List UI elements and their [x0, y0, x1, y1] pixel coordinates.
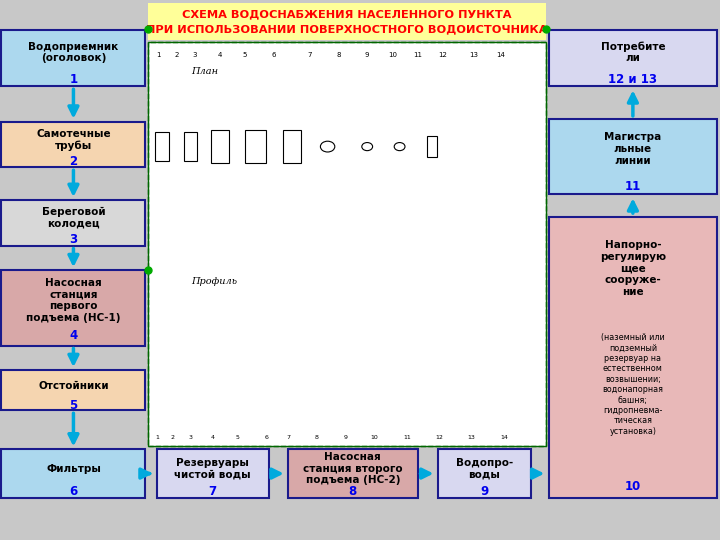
Text: 9: 9 — [343, 435, 348, 440]
Circle shape — [362, 143, 373, 151]
FancyBboxPatch shape — [426, 136, 438, 157]
Text: 8: 8 — [315, 435, 319, 440]
Text: 11: 11 — [413, 52, 422, 58]
Text: 13: 13 — [468, 435, 475, 440]
Text: 1: 1 — [156, 52, 161, 58]
Text: 9: 9 — [480, 485, 489, 498]
FancyBboxPatch shape — [325, 386, 337, 408]
Text: 9: 9 — [365, 52, 369, 58]
Text: (наземный или
подземный
резервуар на
естественном
возвышении;
водонапорная
башня: (наземный или подземный резервуар на ест… — [601, 333, 665, 436]
Text: 1: 1 — [69, 72, 78, 85]
Text: 6: 6 — [271, 52, 276, 58]
Text: 10: 10 — [625, 480, 641, 493]
Text: 4: 4 — [217, 52, 222, 58]
Text: Самотечные
трубы: Самотечные трубы — [36, 129, 111, 151]
Text: 3: 3 — [189, 435, 193, 440]
FancyBboxPatch shape — [245, 130, 266, 163]
Text: 12 и 13: 12 и 13 — [608, 72, 657, 85]
FancyBboxPatch shape — [491, 381, 517, 402]
FancyBboxPatch shape — [549, 119, 717, 194]
Text: Профиль: Профиль — [191, 277, 237, 286]
Text: 5: 5 — [235, 435, 240, 440]
Text: 8: 8 — [348, 485, 357, 498]
Text: Водоприемник
(оголовок): Водоприемник (оголовок) — [28, 42, 119, 63]
Text: 7: 7 — [307, 52, 312, 58]
Text: 14: 14 — [496, 52, 505, 58]
Text: 10: 10 — [371, 435, 378, 440]
Text: 13: 13 — [469, 52, 478, 58]
Text: 11: 11 — [403, 435, 410, 440]
Text: 6: 6 — [264, 435, 269, 440]
FancyBboxPatch shape — [1, 449, 145, 498]
FancyBboxPatch shape — [1, 122, 145, 167]
Text: Напорно-
регулирую
щее
сооруже-
ние: Напорно- регулирую щее сооруже- ние — [600, 240, 666, 296]
Text: 3: 3 — [69, 233, 78, 246]
FancyBboxPatch shape — [1, 200, 145, 246]
Text: 7: 7 — [209, 485, 217, 498]
Text: Насосная
станция
первого
подъема (НС-1): Насосная станция первого подъема (НС-1) — [26, 278, 121, 322]
Text: Водопро-
воды: Водопро- воды — [456, 458, 513, 480]
Text: 7: 7 — [286, 435, 290, 440]
Text: Магистра
льные
линии: Магистра льные линии — [604, 132, 662, 166]
Text: Насосная
станция второго
подъема (НС-2): Насосная станция второго подъема (НС-2) — [303, 452, 402, 485]
Text: 6: 6 — [69, 485, 78, 498]
Circle shape — [320, 141, 335, 152]
Text: План: План — [191, 67, 218, 76]
FancyBboxPatch shape — [157, 449, 269, 498]
FancyBboxPatch shape — [231, 381, 244, 408]
Text: 11: 11 — [625, 180, 641, 193]
Text: 8: 8 — [336, 52, 341, 58]
Text: 1: 1 — [155, 435, 159, 440]
Text: Фильтры: Фильтры — [46, 464, 101, 474]
FancyBboxPatch shape — [438, 449, 531, 498]
Text: 4: 4 — [69, 329, 78, 342]
Text: 14: 14 — [500, 435, 508, 440]
Text: Потребите
ли: Потребите ли — [600, 42, 665, 63]
Text: 2: 2 — [69, 155, 78, 168]
Text: 2: 2 — [171, 435, 175, 440]
FancyBboxPatch shape — [210, 130, 229, 163]
Text: СХЕМА ВОДОСНАБЖЕНИЯ НАСЕЛЕННОГО ПУНКТА: СХЕМА ВОДОСНАБЖЕНИЯ НАСЕЛЕННОГО ПУНКТА — [182, 9, 511, 19]
Text: Отстойники: Отстойники — [38, 381, 109, 391]
Text: 12: 12 — [436, 435, 443, 440]
Text: 12: 12 — [438, 52, 447, 58]
FancyBboxPatch shape — [412, 378, 438, 410]
Text: Резервуары
чистой воды: Резервуары чистой воды — [174, 458, 251, 480]
Text: 10: 10 — [388, 52, 397, 58]
FancyBboxPatch shape — [148, 42, 546, 446]
FancyBboxPatch shape — [184, 132, 197, 161]
FancyBboxPatch shape — [549, 217, 717, 498]
FancyBboxPatch shape — [1, 270, 145, 346]
FancyBboxPatch shape — [549, 30, 717, 86]
Circle shape — [395, 143, 405, 151]
FancyBboxPatch shape — [1, 30, 145, 86]
Text: 3: 3 — [192, 52, 197, 58]
FancyBboxPatch shape — [454, 378, 482, 405]
FancyBboxPatch shape — [156, 375, 168, 408]
FancyBboxPatch shape — [155, 132, 169, 161]
FancyBboxPatch shape — [283, 130, 301, 163]
FancyBboxPatch shape — [192, 364, 204, 408]
FancyBboxPatch shape — [148, 3, 546, 40]
Text: 2: 2 — [174, 52, 179, 58]
FancyBboxPatch shape — [364, 354, 385, 408]
Text: Береговой
колодец: Береговой колодец — [42, 207, 105, 229]
FancyBboxPatch shape — [1, 370, 145, 410]
FancyBboxPatch shape — [288, 449, 418, 498]
Text: 5: 5 — [69, 399, 78, 411]
Text: ПРИ ИСПОЛЬЗОВАНИИ ПОВЕРХНОСТНОГО ВОДОИСТОЧНИКА: ПРИ ИСПОЛЬЗОВАНИИ ПОВЕРХНОСТНОГО ВОДОИСТ… — [146, 25, 547, 35]
Text: 5: 5 — [243, 52, 247, 58]
Text: 4: 4 — [210, 435, 215, 440]
FancyBboxPatch shape — [273, 359, 289, 408]
